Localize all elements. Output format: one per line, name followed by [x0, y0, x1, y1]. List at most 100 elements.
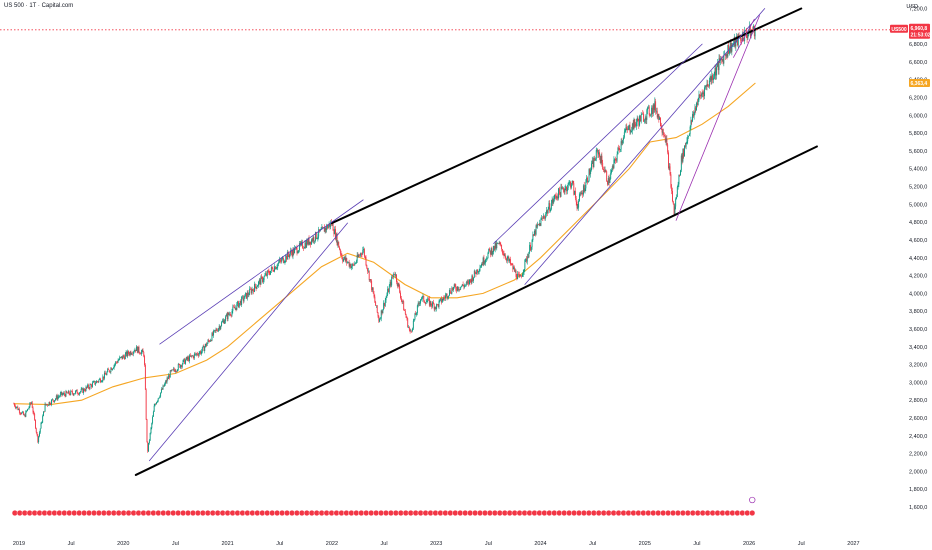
candle-body [121, 356, 123, 359]
candle-body [584, 188, 586, 192]
candle-body [147, 442, 149, 452]
candle-body [658, 114, 660, 120]
candle-body [338, 241, 340, 248]
candle-body [272, 268, 274, 271]
candle-body [332, 222, 334, 231]
trendline-up-2020-upper [159, 199, 364, 345]
candle-body [317, 236, 319, 239]
candle-body [716, 66, 718, 76]
candle-body [457, 286, 459, 291]
candle-body [188, 357, 190, 362]
candle-body [583, 185, 585, 192]
candle-body [305, 242, 307, 248]
candle-body [144, 365, 146, 390]
candle-body [258, 279, 260, 282]
candle-body [623, 137, 624, 140]
candle-body [90, 384, 92, 386]
candle-body [680, 170, 681, 176]
candle-body [489, 250, 491, 255]
candle-body [294, 248, 296, 254]
candle-body [109, 371, 111, 373]
candle-body [452, 287, 454, 290]
candle-body [514, 270, 516, 272]
candle-body [611, 169, 612, 173]
candle-body [737, 34, 739, 46]
candle-body [361, 254, 363, 255]
candle-body [390, 281, 392, 286]
candle-body [509, 259, 511, 262]
candle-body [625, 127, 627, 131]
candle-body [319, 229, 320, 232]
candle-body [574, 190, 576, 199]
candle-body [280, 260, 282, 262]
candle-body [233, 306, 235, 308]
candle-body [40, 422, 42, 429]
candle-body [744, 30, 746, 41]
candle-body [181, 365, 182, 368]
candle-body [591, 160, 593, 164]
candle-body [473, 270, 475, 278]
candle-body [91, 382, 93, 387]
candle-body [490, 248, 492, 255]
candle-body [43, 411, 45, 413]
candle-body [193, 353, 195, 359]
candle-body [697, 100, 699, 106]
candle-body [111, 368, 113, 370]
x-tick-label: Jul [589, 541, 596, 547]
candle-body [136, 346, 137, 352]
candle-body [84, 390, 86, 392]
candle-body [168, 375, 170, 378]
candle-body [543, 216, 545, 218]
candle-body [193, 355, 194, 359]
candle-body [85, 386, 87, 391]
candle-body [417, 303, 419, 306]
candle-body [531, 240, 533, 248]
candle-body [306, 240, 308, 245]
candle-body [600, 155, 602, 163]
candle-body [720, 58, 722, 60]
candle-body [501, 249, 503, 254]
candle-body [170, 370, 172, 372]
candle-body [589, 169, 591, 175]
candle-body [695, 107, 697, 111]
candle-body [253, 289, 255, 292]
candle-body [596, 149, 598, 151]
candle-body [70, 390, 72, 395]
candle-body [461, 286, 462, 287]
candle-body [196, 353, 198, 355]
candle-body [309, 241, 311, 245]
candle-body [269, 273, 271, 275]
candle-body [530, 244, 531, 251]
symbol-badge-label: US500 [891, 27, 907, 33]
candle-body [594, 158, 596, 161]
candle-body [324, 227, 326, 232]
candle-body [739, 37, 741, 39]
candle-body [452, 288, 454, 290]
candle-body [35, 428, 37, 433]
candle-body [23, 414, 25, 416]
candle-body [237, 301, 239, 304]
candle-body [412, 320, 414, 329]
candle-body [685, 142, 687, 147]
candle-body [128, 351, 129, 354]
candle-body [423, 295, 425, 302]
candle-body [609, 179, 611, 183]
ma-badge [909, 78, 930, 87]
candle-body [268, 271, 270, 274]
candle-body [61, 392, 63, 395]
candle-body [328, 223, 330, 227]
candle-body [235, 307, 237, 310]
candle-body [119, 357, 121, 360]
candle-body [246, 292, 248, 299]
candle-body [112, 368, 113, 370]
candle-body [743, 40, 745, 41]
candle-body [702, 92, 704, 95]
candle-body [86, 386, 88, 388]
candle-body [394, 274, 396, 276]
candle-body [677, 184, 679, 187]
candle-body [440, 298, 442, 303]
candle-body [360, 253, 362, 255]
chart-title: US 500 · 1T · Capital.com [4, 3, 74, 9]
